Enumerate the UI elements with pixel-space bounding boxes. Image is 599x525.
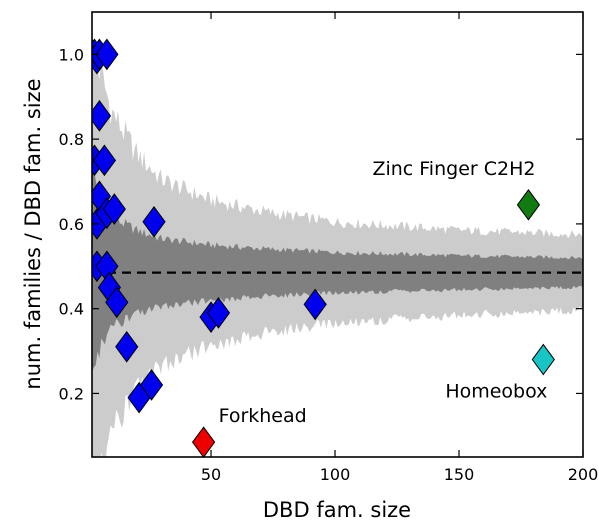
y-tick-label: 0.4 bbox=[59, 300, 84, 319]
annotations: Zinc Finger C2H2 Homeobox Forkhead bbox=[219, 158, 548, 427]
data-point bbox=[105, 286, 129, 319]
data-point bbox=[206, 297, 231, 329]
plot-area bbox=[92, 38, 583, 457]
annotation-label: Forkhead bbox=[219, 405, 307, 427]
data-point bbox=[303, 288, 327, 321]
x-tick-label: 150 bbox=[444, 465, 475, 484]
data-point bbox=[191, 426, 216, 457]
plot-frame bbox=[91, 11, 584, 458]
x-tick-label: 50 bbox=[201, 465, 221, 484]
y-axis-ticks: 0.2 0.4 0.6 0.8 1.0 bbox=[59, 45, 583, 403]
data-point bbox=[95, 38, 119, 71]
y-tick-label: 0.6 bbox=[59, 215, 84, 234]
y-axis-label: num. families / DBD fam. size bbox=[21, 78, 45, 389]
data-point bbox=[92, 144, 117, 177]
data-point bbox=[531, 343, 555, 376]
x-tick-label: 200 bbox=[568, 465, 599, 484]
data-point bbox=[115, 330, 139, 363]
data-point bbox=[139, 369, 164, 401]
annotation-label: Homeobox bbox=[445, 381, 547, 403]
data-point bbox=[142, 205, 166, 238]
annotation-label: Zinc Finger C2H2 bbox=[372, 158, 535, 180]
data-point bbox=[102, 193, 126, 225]
y-tick-label: 1.0 bbox=[59, 45, 84, 64]
x-axis-label: DBD fam. size bbox=[263, 498, 411, 522]
inner-band bbox=[92, 168, 583, 372]
y-tick-label: 0.2 bbox=[59, 384, 84, 403]
x-tick-label: 100 bbox=[320, 465, 351, 484]
data-point bbox=[516, 188, 541, 221]
y-tick-label: 0.8 bbox=[59, 130, 84, 149]
x-axis-ticks: 50 100 150 200 bbox=[201, 12, 598, 484]
data-points bbox=[92, 38, 555, 457]
